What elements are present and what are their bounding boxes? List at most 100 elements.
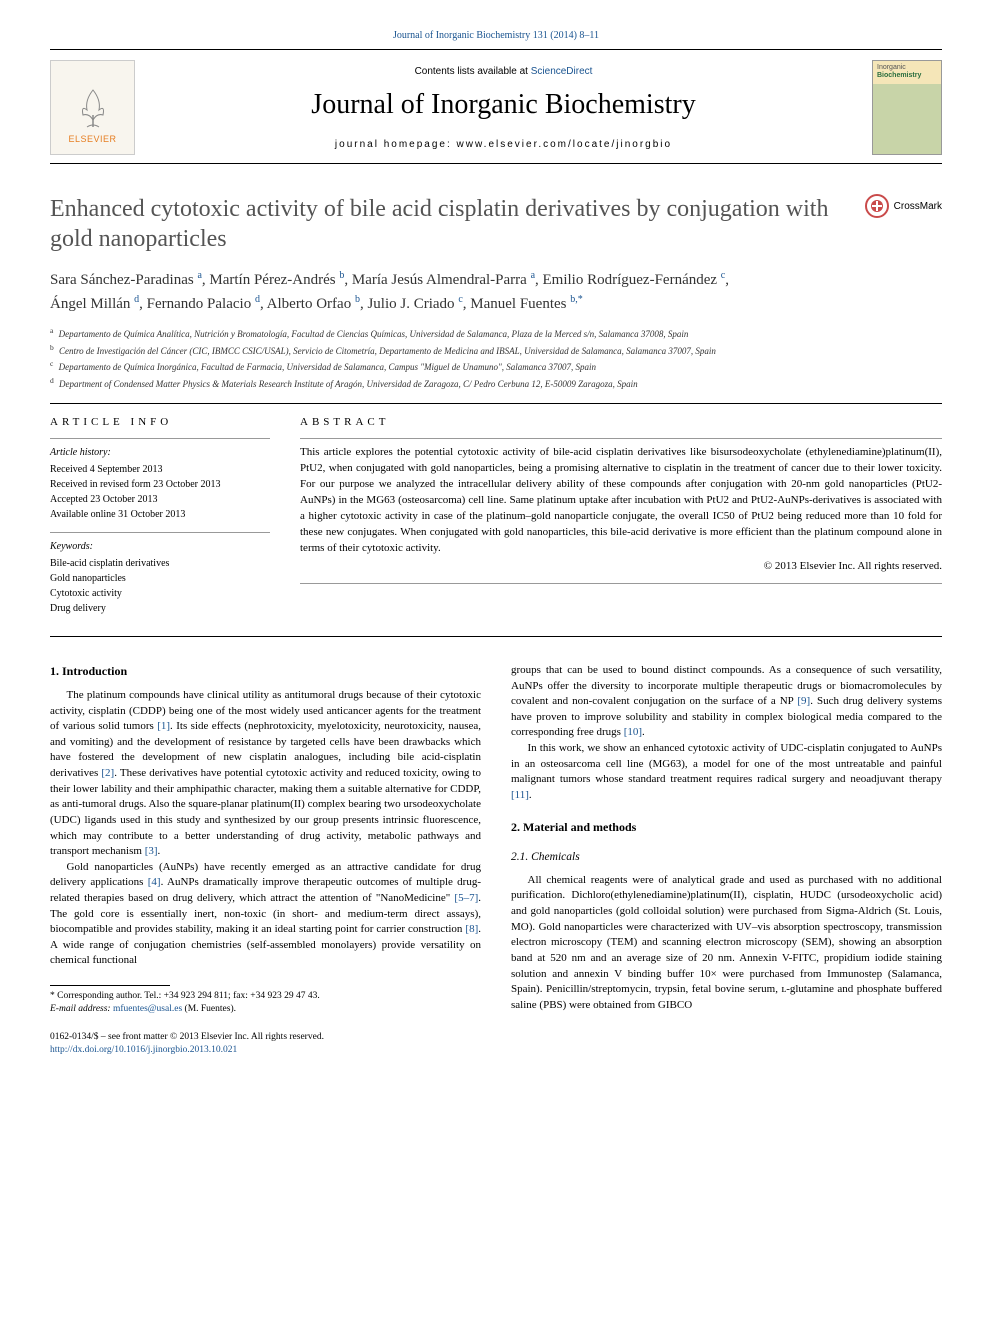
article-history-block: Article history: Received 4 September 20… (50, 438, 270, 522)
right-column: groups that can be used to bound distinc… (511, 663, 942, 1057)
abstract-text: This article explores the potential cyto… (300, 446, 942, 554)
keywords-block: Keywords: Bile-acid cisplatin derivative… (50, 532, 270, 616)
email-suffix: (M. Fuentes). (182, 1004, 236, 1014)
ref-link[interactable]: [9] (797, 695, 810, 707)
ref-link[interactable]: [8] (465, 923, 478, 935)
cover-line-1: Inorganic (877, 64, 906, 71)
history-item: Available online 31 October 2013 (50, 507, 270, 522)
author: Fernando Palacio (147, 296, 252, 312)
sd-prefix: Contents lists available at (415, 66, 531, 77)
doi-link[interactable]: http://dx.doi.org/10.1016/j.jinorgbio.20… (50, 1045, 237, 1055)
affil-marker: c (458, 294, 462, 305)
homepage-prefix: journal homepage: (335, 139, 457, 150)
keyword: Drug delivery (50, 601, 270, 616)
affil-marker: c (721, 270, 725, 281)
keyword: Cytotoxic activity (50, 586, 270, 601)
meta-rule-top (50, 403, 942, 404)
header-rule-top (50, 49, 942, 50)
ref-link[interactable]: [10] (624, 726, 642, 738)
affil-marker: a (531, 270, 535, 281)
affil-marker: d (255, 294, 260, 305)
email-label: E-mail address: (50, 1004, 113, 1014)
affil-key: a (50, 326, 53, 335)
author: Alberto Orfao (267, 296, 352, 312)
abstract-label: ABSTRACT (300, 416, 942, 428)
ref-link[interactable]: [1] (157, 720, 170, 732)
author: Julio J. Criado (367, 296, 454, 312)
corresponding-star: * (578, 294, 583, 305)
ref-link[interactable]: [3] (145, 845, 158, 857)
history-item: Received in revised form 23 October 2013 (50, 477, 270, 492)
affil-marker: d (134, 294, 139, 305)
ref-link[interactable]: [4] (148, 876, 161, 888)
intro-para-2-cont: groups that can be used to bound distinc… (511, 663, 942, 741)
affil-text: Departamento de Química Analítica, Nutri… (59, 329, 689, 339)
intro-para-3: In this work, we show an enhanced cytoto… (511, 741, 942, 803)
ref-link[interactable]: [2] (101, 767, 114, 779)
author: Ángel Millán (50, 296, 130, 312)
affil-marker: b, (570, 294, 578, 305)
footnote-rule (50, 985, 170, 986)
text: . (158, 845, 161, 857)
intro-para-2: Gold nanoparticles (AuNPs) have recently… (50, 860, 481, 969)
materials-heading: 2. Material and methods (511, 819, 942, 836)
authors-list: Sara Sánchez-Paradinas a, Martín Pérez-A… (50, 268, 942, 315)
text: In this work, we show an enhanced cytoto… (511, 742, 942, 785)
affiliations: a Departamento de Química Analítica, Nut… (50, 325, 942, 391)
ref-link[interactable]: [5–7] (454, 892, 478, 904)
journal-cover-thumbnail: Inorganic Biochemistry (872, 60, 942, 155)
chemicals-para: All chemical reagents were of analytical… (511, 873, 942, 1013)
abstract-copyright: © 2013 Elsevier Inc. All rights reserved… (300, 559, 942, 575)
history-label: Article history: (50, 445, 270, 460)
affil-key: d (50, 376, 54, 385)
article-info-label: ARTICLE INFO (50, 416, 270, 428)
intro-heading: 1. Introduction (50, 663, 481, 680)
ref-link[interactable]: [11] (511, 789, 529, 801)
author: Sara Sánchez-Paradinas (50, 272, 194, 288)
meta-rule-bottom (50, 636, 942, 637)
crossmark-label: CrossMark (894, 201, 942, 212)
affil-text: Centro de Investigación del Cáncer (CIC,… (59, 346, 716, 356)
keywords-label: Keywords: (50, 539, 270, 554)
email-link[interactable]: mfuentes@usal.es (113, 1004, 182, 1014)
footnotes: * Corresponding author. Tel.: +34 923 29… (50, 990, 481, 1017)
corresponding-footnote: * Corresponding author. Tel.: +34 923 29… (50, 990, 481, 1003)
keyword: Gold nanoparticles (50, 571, 270, 586)
abstract-bottom-rule (300, 583, 942, 584)
abstract-column: ABSTRACT This article explores the poten… (300, 416, 942, 626)
journal-homepage: journal homepage: www.elsevier.com/locat… (135, 139, 872, 150)
body-columns: 1. Introduction The platinum compounds h… (50, 663, 942, 1057)
publisher-name: ELSEVIER (68, 134, 116, 144)
affil-marker: b (339, 270, 344, 281)
affil-marker: a (197, 270, 201, 281)
text: . (642, 726, 645, 738)
article-info-column: ARTICLE INFO Article history: Received 4… (50, 416, 270, 626)
history-item: Received 4 September 2013 (50, 462, 270, 477)
keyword: Bile-acid cisplatin derivatives (50, 556, 270, 571)
history-item: Accepted 23 October 2013 (50, 492, 270, 507)
publisher-logo-box: ELSEVIER (50, 60, 135, 155)
text: . (529, 789, 532, 801)
intro-para-1: The platinum compounds have clinical uti… (50, 688, 481, 860)
author: María Jesús Almendral-Parra (352, 272, 527, 288)
left-column: 1. Introduction The platinum compounds h… (50, 663, 481, 1057)
journal-header: ELSEVIER Contents lists available at Sci… (50, 60, 942, 164)
crossmark-badge[interactable]: CrossMark (865, 194, 942, 218)
sciencedirect-link[interactable]: ScienceDirect (531, 66, 593, 77)
article-title: Enhanced cytotoxic activity of bile acid… (50, 194, 865, 254)
elsevier-tree-icon (73, 85, 113, 130)
affil-key: c (50, 359, 53, 368)
journal-citation[interactable]: Journal of Inorganic Biochemistry 131 (2… (50, 30, 942, 41)
chemicals-heading: 2.1. Chemicals (511, 849, 942, 865)
homepage-link[interactable]: www.elsevier.com/locate/jinorgbio (457, 139, 673, 150)
affil-text: Departamento de Química Inorgánica, Facu… (59, 362, 596, 372)
crossmark-icon (865, 194, 889, 218)
sciencedirect-line: Contents lists available at ScienceDirec… (135, 66, 872, 77)
text: . These derivatives have potential cytot… (50, 767, 481, 857)
bottom-copyright: 0162-0134/$ – see front matter © 2013 El… (50, 1031, 481, 1058)
author: Martín Pérez-Andrés (209, 272, 335, 288)
author: Manuel Fuentes (470, 296, 566, 312)
cover-line-2: Biochemistry (877, 72, 921, 79)
front-matter-line: 0162-0134/$ – see front matter © 2013 El… (50, 1031, 481, 1044)
affil-key: b (50, 343, 54, 352)
